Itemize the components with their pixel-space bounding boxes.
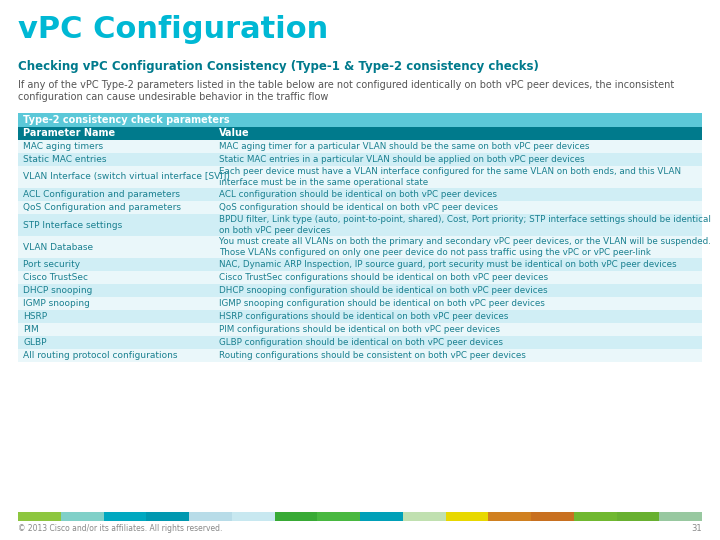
Text: NAC, Dynamic ARP Inspection, IP source guard, port security must be identical on: NAC, Dynamic ARP Inspection, IP source g…	[219, 260, 677, 269]
Text: MAC aging timers: MAC aging timers	[23, 142, 103, 151]
Bar	[18, 323, 702, 336]
Text: GLBP configuration should be identical on both vPC peer devices: GLBP configuration should be identical o…	[219, 338, 503, 347]
Text: GLBP: GLBP	[23, 338, 47, 347]
Text: Routing configurations should be consistent on both vPC peer devices: Routing configurations should be consist…	[219, 351, 526, 360]
Text: Checking vPC Configuration Consistency (Type-1 & Type-2 consistency checks): Checking vPC Configuration Consistency (…	[18, 60, 539, 73]
Bar	[18, 153, 702, 166]
Text: configuration can cause undesirable behavior in the traffic flow: configuration can cause undesirable beha…	[18, 92, 328, 102]
Text: vPC Configuration: vPC Configuration	[18, 15, 328, 44]
Bar	[318, 512, 360, 521]
Bar	[616, 512, 660, 521]
Bar	[446, 512, 488, 521]
Bar	[660, 512, 702, 521]
Text: © 2013 Cisco and/or its affiliates. All rights reserved.: © 2013 Cisco and/or its affiliates. All …	[18, 524, 222, 533]
Bar	[18, 140, 702, 153]
Text: Value: Value	[219, 129, 250, 138]
Text: Static MAC entries in a particular VLAN should be applied on both vPC peer devic: Static MAC entries in a particular VLAN …	[219, 155, 585, 164]
Text: VLAN Interface (switch virtual interface [SVI]): VLAN Interface (switch virtual interface…	[23, 172, 230, 181]
Text: DHCP snooping: DHCP snooping	[23, 286, 92, 295]
Bar	[18, 271, 702, 284]
Text: VLAN Database: VLAN Database	[23, 242, 93, 252]
Bar	[18, 297, 702, 310]
Bar	[18, 349, 702, 362]
Text: IGMP snooping: IGMP snooping	[23, 299, 90, 308]
Bar	[146, 512, 189, 521]
Bar	[18, 336, 702, 349]
Bar	[18, 127, 214, 140]
Text: All routing protocol configurations: All routing protocol configurations	[23, 351, 178, 360]
Text: HSRP: HSRP	[23, 312, 47, 321]
Text: PIM: PIM	[23, 325, 39, 334]
Text: MAC aging timer for a particular VLAN should be the same on both vPC peer device: MAC aging timer for a particular VLAN sh…	[219, 142, 590, 151]
Text: Static MAC entries: Static MAC entries	[23, 155, 107, 164]
Bar	[274, 512, 318, 521]
Bar	[531, 512, 574, 521]
Text: QoS configuration should be identical on both vPC peer devices: QoS configuration should be identical on…	[219, 203, 498, 212]
Text: ACL Configuration and parameters: ACL Configuration and parameters	[23, 190, 180, 199]
Text: DHCP snooping configuration should be identical on both vPC peer devices: DHCP snooping configuration should be id…	[219, 286, 548, 295]
Text: Parameter Name: Parameter Name	[23, 129, 115, 138]
Text: Type-2 consistency check parameters: Type-2 consistency check parameters	[23, 115, 230, 125]
Bar	[18, 512, 60, 521]
Bar	[18, 284, 702, 297]
Bar	[18, 236, 702, 258]
Bar	[574, 512, 616, 521]
Bar	[18, 214, 702, 236]
Text: If any of the vPC Type-2 parameters listed in the table below are not configured: If any of the vPC Type-2 parameters list…	[18, 80, 674, 90]
Bar	[402, 512, 446, 521]
Bar	[18, 258, 702, 271]
Text: 31: 31	[691, 524, 702, 533]
Bar	[18, 188, 702, 201]
Bar	[214, 127, 702, 140]
Bar	[60, 512, 104, 521]
Text: BPDU filter, Link type (auto, point-to-point, shared), Cost, Port priority; STP : BPDU filter, Link type (auto, point-to-p…	[219, 215, 711, 235]
Text: Cisco TrustSec: Cisco TrustSec	[23, 273, 88, 282]
Text: You must create all VLANs on both the primary and secondary vPC peer devices, or: You must create all VLANs on both the pr…	[219, 237, 711, 257]
Text: Cisco TrustSec configurations should be identical on both vPC peer devices: Cisco TrustSec configurations should be …	[219, 273, 548, 282]
Text: Port security: Port security	[23, 260, 80, 269]
Text: STP Interface settings: STP Interface settings	[23, 220, 122, 230]
Text: Each peer device must have a VLAN interface configured for the same VLAN on both: Each peer device must have a VLAN interf…	[219, 167, 681, 187]
Bar	[189, 512, 232, 521]
Text: QoS Configuration and parameters: QoS Configuration and parameters	[23, 203, 181, 212]
Bar	[360, 512, 402, 521]
Bar	[488, 512, 531, 521]
Bar	[232, 512, 274, 521]
Bar	[18, 201, 702, 214]
Text: IGMP snooping configuration should be identical on both vPC peer devices: IGMP snooping configuration should be id…	[219, 299, 545, 308]
Bar	[18, 166, 702, 188]
Bar	[18, 113, 702, 127]
Text: HSRP configurations should be identical on both vPC peer devices: HSRP configurations should be identical …	[219, 312, 508, 321]
Text: ACL configuration should be identical on both vPC peer devices: ACL configuration should be identical on…	[219, 190, 497, 199]
Bar	[104, 512, 146, 521]
Bar	[18, 310, 702, 323]
Text: PIM configurations should be identical on both vPC peer devices: PIM configurations should be identical o…	[219, 325, 500, 334]
